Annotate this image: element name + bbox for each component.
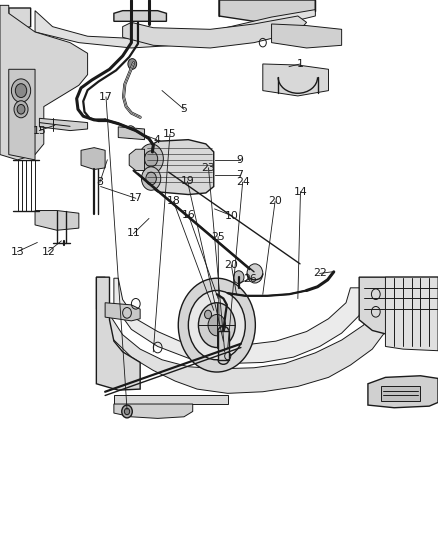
Text: 14: 14	[293, 187, 307, 197]
Circle shape	[247, 264, 263, 283]
Polygon shape	[381, 386, 420, 401]
Polygon shape	[263, 64, 328, 96]
Polygon shape	[9, 8, 31, 29]
Circle shape	[233, 271, 244, 284]
Circle shape	[146, 172, 156, 185]
Polygon shape	[114, 395, 228, 404]
Text: 4: 4	[153, 135, 160, 144]
Polygon shape	[123, 16, 307, 48]
Circle shape	[178, 278, 255, 372]
Text: 13: 13	[11, 247, 25, 256]
Circle shape	[198, 303, 235, 348]
Text: 8: 8	[96, 177, 103, 187]
Circle shape	[208, 314, 226, 336]
Text: 7: 7	[237, 170, 244, 180]
Text: 19: 19	[180, 176, 194, 186]
Text: 10: 10	[225, 211, 239, 221]
Circle shape	[15, 84, 27, 98]
Text: 15: 15	[32, 126, 46, 135]
Circle shape	[11, 79, 31, 102]
Text: 1: 1	[297, 59, 304, 69]
Circle shape	[145, 151, 158, 167]
Polygon shape	[114, 278, 364, 364]
Bar	[218, 330, 229, 360]
Polygon shape	[114, 404, 193, 418]
Polygon shape	[96, 277, 140, 390]
Text: 5: 5	[180, 104, 187, 114]
Text: 15: 15	[163, 130, 177, 139]
Circle shape	[125, 126, 136, 139]
Text: 12: 12	[41, 247, 55, 256]
Polygon shape	[118, 127, 145, 140]
Polygon shape	[272, 24, 342, 48]
Circle shape	[122, 405, 132, 418]
Polygon shape	[114, 11, 166, 21]
Polygon shape	[39, 118, 88, 131]
Polygon shape	[81, 148, 105, 169]
Circle shape	[188, 290, 245, 360]
Polygon shape	[9, 69, 35, 160]
Circle shape	[17, 104, 25, 114]
Text: 17: 17	[99, 92, 113, 102]
Text: 16: 16	[181, 210, 195, 220]
Text: 23: 23	[201, 163, 215, 173]
Circle shape	[205, 310, 212, 319]
Text: 20: 20	[224, 260, 238, 270]
Polygon shape	[368, 376, 438, 408]
Text: 22: 22	[313, 269, 327, 278]
Circle shape	[141, 167, 161, 190]
Polygon shape	[219, 0, 315, 21]
Polygon shape	[0, 5, 88, 160]
Text: 24: 24	[236, 177, 250, 187]
Circle shape	[139, 144, 163, 174]
Polygon shape	[35, 10, 315, 48]
Text: 11: 11	[127, 229, 141, 238]
Circle shape	[124, 408, 130, 415]
Circle shape	[128, 59, 137, 69]
Text: 26: 26	[243, 274, 257, 284]
Text: 9: 9	[237, 155, 244, 165]
Polygon shape	[35, 211, 79, 230]
Polygon shape	[129, 149, 145, 171]
Circle shape	[14, 101, 28, 118]
Text: 20: 20	[268, 197, 282, 206]
Polygon shape	[105, 303, 140, 321]
Text: 18: 18	[166, 197, 180, 206]
Text: 17: 17	[129, 193, 143, 203]
Polygon shape	[359, 277, 438, 340]
Polygon shape	[145, 140, 214, 195]
Polygon shape	[385, 277, 438, 351]
Polygon shape	[96, 277, 394, 393]
Text: 25: 25	[211, 232, 225, 241]
